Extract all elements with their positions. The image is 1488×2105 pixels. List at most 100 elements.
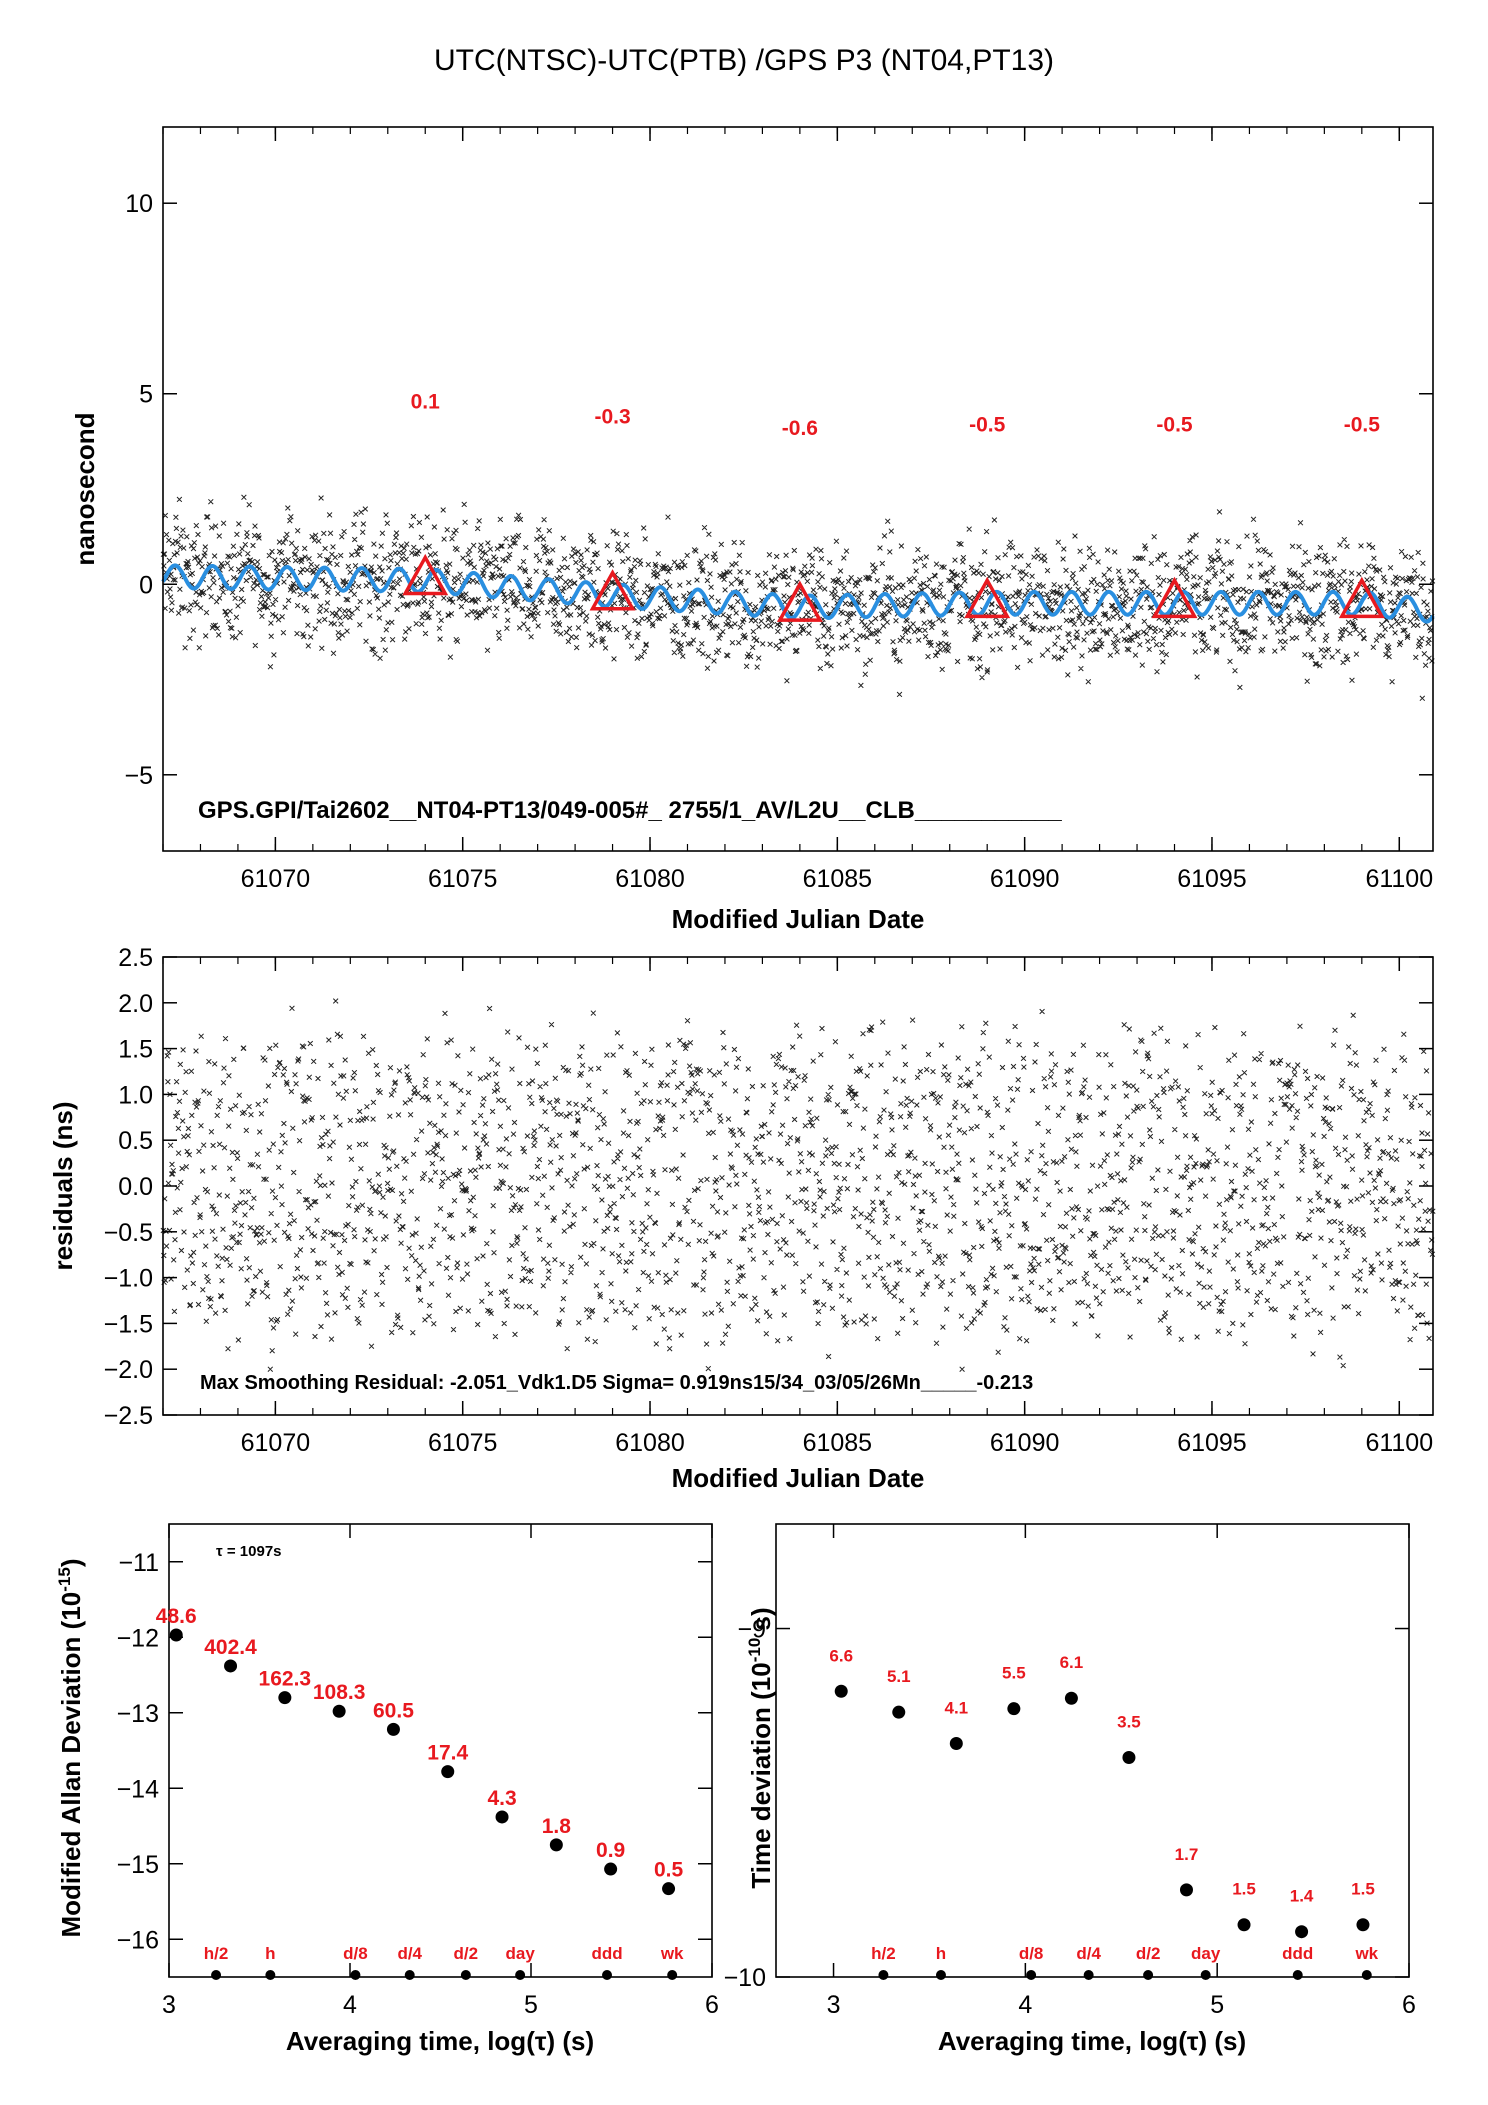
time-deviation-unit-mark-1 (935, 1970, 946, 1980)
trend-marker-4 (1151, 576, 1198, 619)
allan-deviation-unit-marks: h/2 h d/8 d/4 d/2 day ddd wk (204, 1944, 684, 1980)
allan-deviation-frame (168, 1523, 713, 1978)
time-deviation-point-label-2: 4.1 (944, 1699, 968, 1718)
allan-deviation-point-5 (441, 1765, 455, 1779)
time-deviation-unit-label-5: day (1191, 1944, 1221, 1963)
time-offset-xtick-label-1: 61075 (428, 865, 498, 893)
time-offset-markers: 0.1 -0.3 -0.6 -0.5 -0.5 -0.5 (402, 390, 1385, 622)
allan-deviation-ytick-label-5: −16 (117, 1926, 159, 1954)
allan-deviation-unit-mark-1 (265, 1970, 276, 1980)
allan-deviation-point-4 (386, 1722, 400, 1736)
allan-deviation-point-2 (278, 1691, 292, 1705)
time-deviation-point-1 (892, 1705, 906, 1719)
time-deviation-unit-label-6: ddd (1282, 1944, 1313, 1963)
allan-deviation-ticks: 3 4 5 6 −11 −12 −13 −14 −15 −16 (117, 1524, 719, 2019)
allan-deviation-xlabel: Averaging time, log(τ) (s) (286, 2026, 594, 2056)
time-deviation-point-6 (1179, 1883, 1193, 1897)
allan-deviation-ytick-label-3: −14 (117, 1775, 160, 1803)
time-deviation-points: 6.6 5.1 4.1 5.5 6.1 3.5 1.7 1.5 1.4 1.5 (829, 1646, 1375, 1939)
allan-deviation-point-6 (495, 1810, 509, 1824)
time-deviation-point-9 (1356, 1918, 1370, 1932)
residuals-ytick-label-4: 0.5 (118, 1127, 153, 1155)
allan-deviation-xtick-label-3: 6 (705, 1991, 719, 2019)
allan-deviation-unit-label-0: h/2 (204, 1944, 229, 1963)
time-deviation-point-5 (1122, 1750, 1136, 1764)
time-offset-ylabel: nanosecond (70, 412, 100, 565)
allan-deviation-unit-label-7: wk (660, 1944, 684, 1963)
trend-marker-0 (402, 553, 449, 596)
trend-marker-label-1: -0.3 (594, 406, 630, 429)
allan-deviation-unit-mark-4 (460, 1970, 471, 1980)
allan-deviation-unit-label-4: d/2 (454, 1944, 479, 1963)
time-deviation-xtick-label-2: 5 (1210, 1991, 1224, 2019)
allan-deviation-unit-mark-0 (211, 1970, 222, 1980)
allan-deviation-unit-label-1: h (265, 1944, 275, 1963)
residuals-ytick-label-6: −0.5 (104, 1219, 153, 1247)
residuals-xlabel: Modified Julian Date (672, 1463, 925, 1493)
allan-deviation-point-label-2: 162.3 (259, 1668, 312, 1691)
time-deviation-unit-label-2: d/8 (1019, 1944, 1044, 1963)
allan-deviation-point-label-3: 108.3 (313, 1681, 366, 1704)
time-offset-ytick-label-1: 5 (139, 381, 153, 409)
time-deviation-ylabel-end: s) (746, 1607, 776, 1637)
time-deviation-panel: 3 4 5 6 −9 −10 6.6 5.1 4.1 5.5 6.1 3.5 1.7 1.5 1.4 1.5… (724, 1523, 1416, 2056)
allan-deviation-point-label-5: 17.4 (427, 1742, 468, 1765)
allan-deviation-point-label-8: 0.9 (596, 1839, 625, 1862)
time-deviation-point-label-0: 6.6 (829, 1646, 853, 1665)
time-deviation-point-label-8: 1.4 (1290, 1887, 1314, 1906)
allan-deviation-panel: 3 4 5 6 −11 −12 −13 −14 −15 −16 48.6 402.4162.3108… (55, 1523, 719, 2056)
time-deviation-point-0 (834, 1684, 848, 1698)
time-deviation-unit-mark-5 (1200, 1970, 1211, 1980)
allan-deviation-ylabel-exp: -15 (55, 1567, 74, 1592)
time-offset-ytick-label-3: −5 (124, 762, 153, 790)
time-deviation-unit-mark-4 (1143, 1970, 1154, 1980)
allan-deviation-unit-mark-3 (404, 1970, 415, 1980)
time-deviation-point-label-1: 5.1 (887, 1667, 911, 1686)
time-deviation-unit-label-3: d/4 (1076, 1944, 1101, 1963)
allan-deviation-ylabel: Modified Allan Deviation (10-15) (55, 1559, 86, 1938)
allan-deviation-point-7 (549, 1838, 563, 1852)
residuals-ytick-label-1: 2.0 (118, 990, 153, 1018)
allan-deviation-point-label-4: 60.5 (373, 1699, 414, 1722)
time-deviation-point-label-6: 1.7 (1175, 1845, 1199, 1864)
allan-deviation-ylabel-end: ) (56, 1559, 86, 1568)
allan-deviation-unit-label-3: d/4 (397, 1944, 422, 1963)
time-deviation-point-7 (1237, 1918, 1251, 1932)
allan-deviation-point-label-9: 0.5 (654, 1859, 684, 1882)
allan-deviation-point-label-7: 1.8 (542, 1815, 572, 1838)
allan-deviation-unit-label-5: day (505, 1944, 535, 1963)
page-title: UTC(NTSC)-UTC(PTB) /GPS P3 (NT04,PT13) (433, 44, 1055, 77)
allan-deviation-unit-label-6: ddd (591, 1944, 622, 1963)
residuals-xtick-label-3: 61085 (803, 1429, 873, 1457)
trend-marker-label-0: 0.1 (411, 390, 441, 413)
time-deviation-ylabel-exp: -10 (745, 1638, 764, 1663)
time-deviation-unit-mark-2 (1026, 1970, 1037, 1980)
residuals-xtick-label-2: 61080 (615, 1429, 685, 1457)
allan-deviation-point-8 (604, 1862, 618, 1876)
time-deviation-unit-marks: h/2 h d/8 d/4 d/2 day ddd wk (871, 1944, 1379, 1980)
residuals-xtick-label-0: 61070 (241, 1429, 311, 1457)
time-deviation-xlabel: Averaging time, log(τ) (s) (938, 2026, 1246, 2056)
time-offset-ytick-label-0: 10 (125, 190, 153, 218)
allan-deviation-unit-mark-7 (667, 1970, 678, 1980)
trend-marker-label-4: -0.5 (1156, 413, 1193, 436)
residuals-ytick-label-3: 1.0 (118, 1081, 153, 1109)
time-deviation-ticks: 3 4 5 6 −9 −10 (724, 1524, 1416, 2019)
residuals-ytick-label-0: 2.5 (118, 944, 153, 972)
time-deviation-unit-mark-7 (1361, 1970, 1372, 1980)
time-offset-xtick-label-2: 61080 (615, 865, 685, 893)
allan-deviation-point-1 (224, 1659, 238, 1673)
time-offset-ticks: 61070 61075 61080 61085 61090 61095 61100 10 5 0 −… (124, 127, 1433, 893)
trend-marker-2 (776, 580, 823, 622)
time-offset-xtick-label-5: 61095 (1177, 865, 1247, 893)
residuals-ticks: 61070 61075 61080 61085 61090 61095 61100 2.5 2.… (104, 944, 1433, 1457)
time-deviation-point-label-4: 6.1 (1060, 1653, 1084, 1672)
time-deviation-xtick-label-3: 6 (1402, 1991, 1416, 2019)
residuals-scatter-points (160, 998, 1436, 1372)
time-deviation-unit-label-0: h/2 (871, 1944, 896, 1963)
time-offset-scatter (160, 494, 1436, 702)
time-deviation-point-label-9: 1.5 (1351, 1880, 1375, 1899)
time-deviation-ytick-label-1: −10 (724, 1964, 766, 1992)
